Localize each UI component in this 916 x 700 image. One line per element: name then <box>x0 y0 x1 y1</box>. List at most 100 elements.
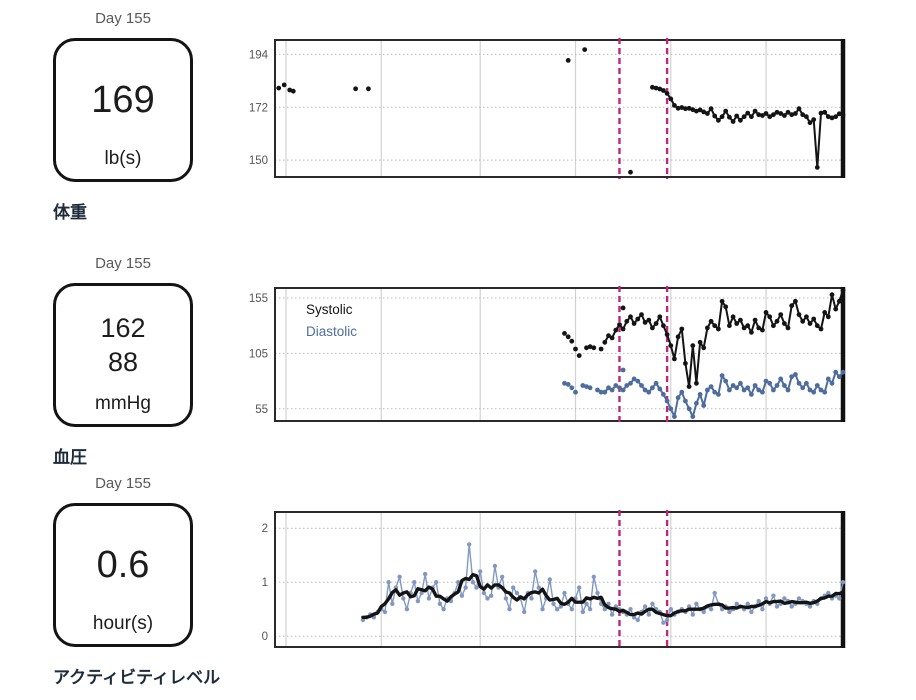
weight-daily-point <box>840 112 846 118</box>
weight-daily-point <box>679 105 685 110</box>
diastolic-sparse-point <box>595 387 600 393</box>
activity-daily-point <box>547 577 552 582</box>
systolic-point <box>657 314 663 320</box>
diastolic-point <box>774 383 780 388</box>
blood-pressure-values: 162 88 <box>100 312 145 380</box>
diastolic-point <box>745 385 751 391</box>
diastolic-point <box>708 384 714 389</box>
weight-daily-point <box>719 114 725 120</box>
blood-pressure-chart[interactable]: 155 105 55 Systolic Diastolic <box>235 281 851 429</box>
systolic-sparse-point <box>584 345 589 351</box>
diastolic-point <box>723 378 729 384</box>
weight-daily-point <box>767 114 773 120</box>
activity-daily-point <box>701 609 706 615</box>
weight-card[interactable]: 169 lb(s) <box>53 38 193 182</box>
diastolic-sparse-point <box>587 385 593 391</box>
weight-daily-point <box>760 113 765 118</box>
systolic-point <box>800 318 806 324</box>
systolic-point <box>836 298 842 304</box>
systolic-point <box>664 332 670 337</box>
activity-daily-point <box>690 612 695 617</box>
activity-daily-point <box>796 596 802 601</box>
activity-daily-point <box>771 593 776 598</box>
activity-daily-point <box>503 596 509 601</box>
diastolic-point <box>620 387 626 393</box>
systolic-point <box>822 310 828 315</box>
activity-daily-point <box>558 604 563 609</box>
diastolic-point <box>741 387 747 393</box>
activity-daily-point <box>694 601 699 606</box>
diastolic-point <box>800 385 806 391</box>
systolic-point <box>840 287 846 293</box>
diastolic-point <box>642 387 648 393</box>
systolic-point <box>679 326 685 332</box>
activity-daily-point <box>587 607 593 612</box>
activity-daily-point <box>774 604 780 609</box>
systolic-point <box>789 303 795 309</box>
activity-daily-point <box>734 601 739 606</box>
activity-ytick-label: 2 <box>262 523 268 535</box>
diastolic-value: 88 <box>107 347 139 377</box>
activity-daily-point <box>536 585 541 590</box>
diastolic-point <box>697 392 703 397</box>
activity-daily-point <box>789 604 794 609</box>
activity-chart[interactable]: 2 1 0 <box>235 505 851 655</box>
weight-daily-point <box>741 114 747 120</box>
weight-chart[interactable]: 194 172 150 <box>235 32 851 184</box>
diastolic-point <box>789 374 795 380</box>
diastolic-point <box>807 387 813 393</box>
blood-pressure-card[interactable]: 162 88 mmHg <box>53 283 193 427</box>
diastolic-point <box>760 389 765 395</box>
activity-card[interactable]: 0.6 hour(s) <box>53 503 193 647</box>
diastolic-point <box>650 385 655 391</box>
diastolic-sparse-point <box>598 389 604 395</box>
diastolic-markers <box>602 369 846 419</box>
activity-plot-border <box>274 511 844 648</box>
activity-daily-point <box>386 580 391 585</box>
weight-daily-point <box>708 106 714 112</box>
activity-daily-point <box>467 542 472 547</box>
systolic-point <box>675 334 681 340</box>
activity-daily-point <box>522 609 527 615</box>
activity-daily-point <box>441 607 446 612</box>
blood-pressure-ytick-label: 55 <box>255 404 268 416</box>
diastolic-point <box>686 406 692 412</box>
systolic-point <box>694 380 699 386</box>
systolic-point <box>749 329 754 335</box>
weight-daily-point <box>778 111 784 116</box>
systolic-point <box>628 314 633 320</box>
weight-daily-point <box>785 109 791 115</box>
diastolic-point <box>785 387 791 393</box>
systolic-markers <box>602 287 846 389</box>
activity-daily-point <box>664 617 670 623</box>
weight-grid <box>275 40 843 177</box>
systolic-point <box>617 322 622 327</box>
activity-daily-point <box>782 596 787 601</box>
activity-ytick-label: 0 <box>262 631 268 643</box>
blood-pressure-grid <box>275 288 843 421</box>
weight-daily-point <box>774 109 780 115</box>
weight-daily-point <box>683 106 688 112</box>
activity-daily-point <box>650 601 655 606</box>
weight-daily-point <box>836 111 842 117</box>
diastolic-point <box>793 372 798 377</box>
activity-daily-point <box>540 607 545 612</box>
systolic-point <box>719 298 725 304</box>
diastolic-point <box>756 387 762 393</box>
activity-daily-point <box>514 590 520 596</box>
weight-sparse-point <box>353 86 358 92</box>
weight-daily-point <box>789 112 795 118</box>
weight-sparse-markers <box>276 47 633 175</box>
systolic-point <box>811 316 817 322</box>
weight-daily-point <box>807 120 813 126</box>
weight-metric: Day 155 169 lb(s) 体重 <box>53 8 193 223</box>
systolic-point <box>672 356 677 362</box>
activity-daily-point <box>470 580 476 585</box>
systolic-sparse-point <box>598 346 604 352</box>
systolic-point <box>723 304 729 310</box>
diastolic-point <box>705 387 710 393</box>
systolic-sparse-point <box>573 346 578 352</box>
systolic-point <box>639 312 644 317</box>
weight-daily-point <box>738 117 743 123</box>
diastolic-point <box>683 398 688 404</box>
